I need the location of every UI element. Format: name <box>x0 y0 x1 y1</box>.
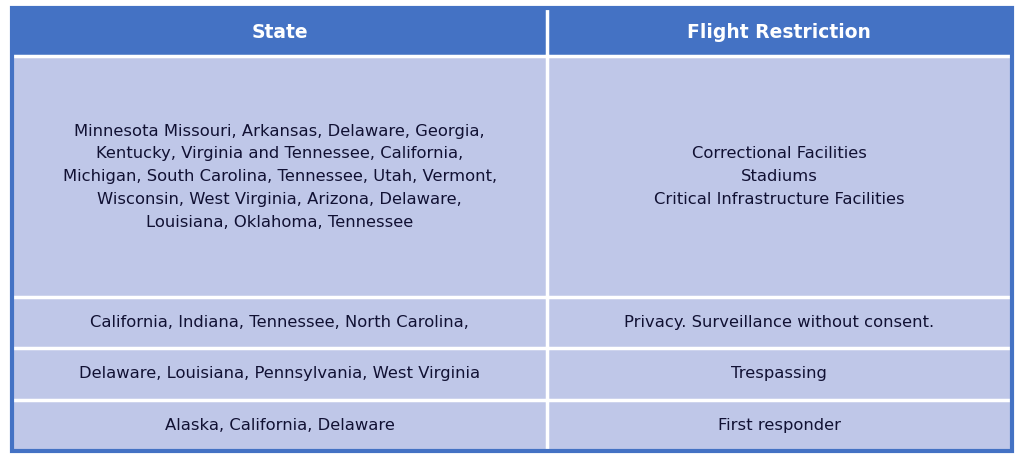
Bar <box>547 56 1012 297</box>
Bar <box>547 399 1012 451</box>
Text: Minnesota Missouri, Arkansas, Delaware, Georgia,
Kentucky, Virginia and Tennesse: Minnesota Missouri, Arkansas, Delaware, … <box>62 123 497 230</box>
Bar <box>12 8 547 56</box>
Bar <box>12 56 547 297</box>
Text: State: State <box>251 22 308 42</box>
Bar <box>12 348 547 399</box>
Bar <box>547 8 1012 56</box>
Bar <box>12 297 547 348</box>
Bar <box>12 399 547 451</box>
Text: California, Indiana, Tennessee, North Carolina,: California, Indiana, Tennessee, North Ca… <box>90 315 469 330</box>
Text: Privacy. Surveillance without consent.: Privacy. Surveillance without consent. <box>625 315 935 330</box>
Bar <box>547 297 1012 348</box>
Text: Delaware, Louisiana, Pennsylvania, West Virginia: Delaware, Louisiana, Pennsylvania, West … <box>79 366 480 381</box>
Text: First responder: First responder <box>718 418 841 433</box>
Text: Flight Restriction: Flight Restriction <box>687 22 871 42</box>
Bar <box>547 348 1012 399</box>
Text: Alaska, California, Delaware: Alaska, California, Delaware <box>165 418 394 433</box>
Text: Correctional Facilities
Stadiums
Critical Infrastructure Facilities: Correctional Facilities Stadiums Critica… <box>654 146 904 207</box>
Text: Trespassing: Trespassing <box>731 366 827 381</box>
